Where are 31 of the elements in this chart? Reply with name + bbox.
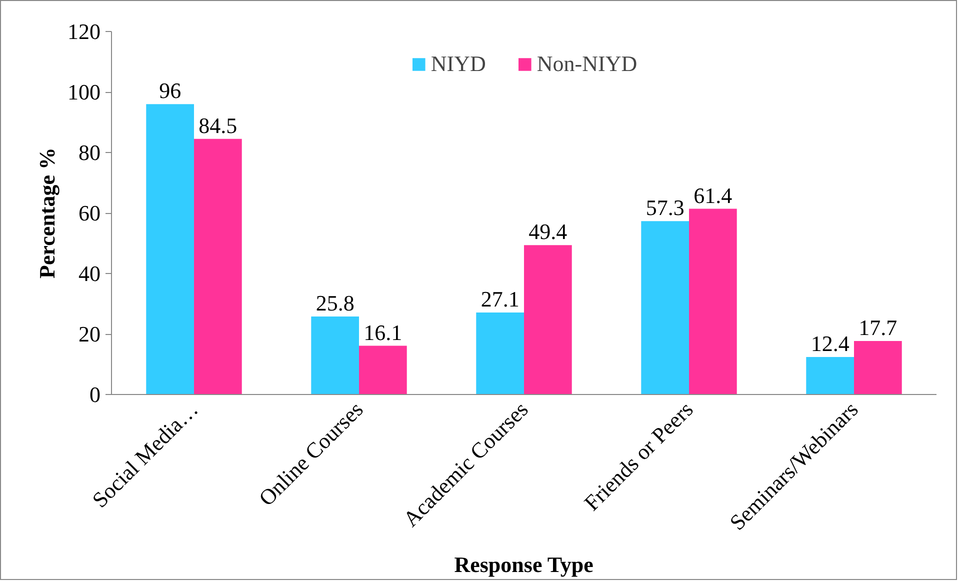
bar [194,138,242,394]
data-label: 16.1 [364,320,402,345]
y-tick-label: 80 [78,140,100,165]
bar [854,340,902,394]
bar [311,316,359,394]
data-label: 57.3 [646,195,684,220]
bar [524,245,572,394]
data-label: 49.4 [528,219,568,244]
data-label: 84.5 [198,112,238,138]
legend-label: NIYD [430,51,486,77]
y-tick-label: 60 [78,200,100,226]
x-axis-title: Response Type [454,552,594,577]
y-axis-title: Percentage % [34,148,60,278]
bar [146,104,194,394]
data-label: 61.4 [694,182,732,208]
data-label: 96 [159,78,182,104]
data-label: 27.1 [480,286,520,312]
data-label: 12.4 [810,330,850,356]
y-tick-label: 40 [78,261,100,286]
data-label: 17.7 [858,314,898,340]
bar [689,208,737,394]
y-tick-label: 0 [90,382,100,407]
bar [641,221,689,394]
legend-label: Non-NIYD [536,51,638,77]
bar [359,346,407,394]
bar [806,356,854,394]
y-tick-label: 100 [68,80,100,104]
y-tick-label: 20 [78,322,100,346]
data-label: 25.8 [316,290,354,316]
y-tick-label: 120 [68,19,100,44]
bar [476,312,524,394]
